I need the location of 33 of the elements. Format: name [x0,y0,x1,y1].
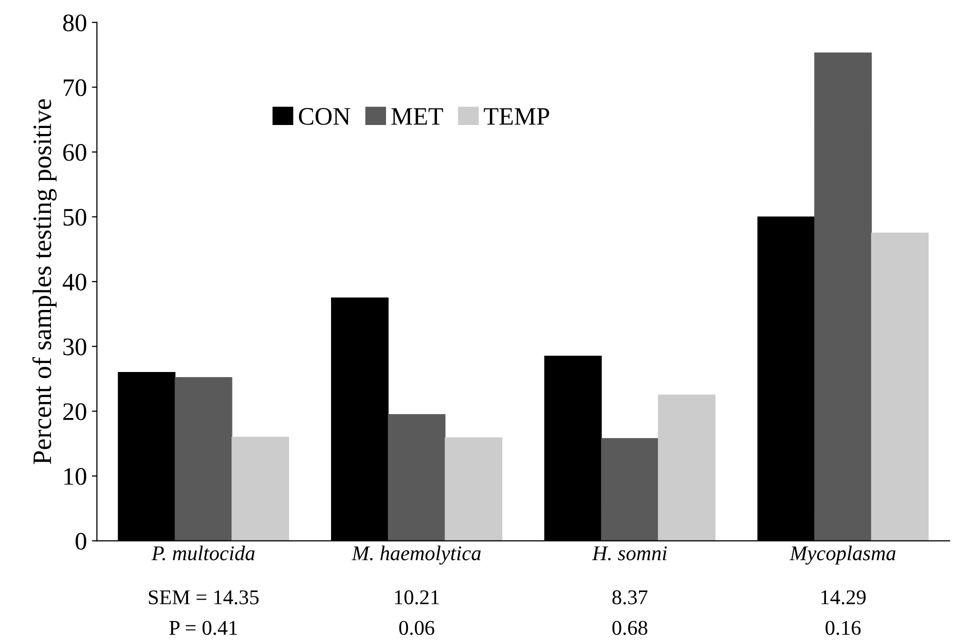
text: 14.29 [821,590,866,604]
y-tick-label: 50 [64,208,86,226]
text: 0.16 [826,620,861,635]
text: 10.21 [395,590,439,604]
y-tick-label: 20 [63,403,86,420]
x-tick-label: P. multocida [151,546,255,560]
y-tick-label: 40 [62,274,86,291]
bar [658,394,716,541]
x-tick-label: Mycoplasma [790,546,896,565]
bar [871,232,929,541]
y-axis-title: Percent of samples testing positive [32,99,57,464]
bar [232,436,290,541]
y-tick-label: 70 [64,79,86,96]
legend-label: MET [391,108,444,125]
y-tick-label: 60 [63,144,86,161]
text: P = 0.41 [169,620,237,635]
x-tick-label: M. haemolytica [352,546,481,565]
text: SEM = 14.35 [148,590,259,604]
bar [814,52,872,541]
legend-label: CON [298,108,350,125]
bar [388,414,446,541]
bar [174,377,232,541]
y-tick-label: 80 [63,14,86,32]
text: 0.06 [399,620,434,635]
x-tick-label: H. somni [592,546,667,560]
text: 8.37 [612,590,648,604]
y-tick-label: 30 [63,338,86,356]
text: 0.68 [612,620,648,635]
bar [444,437,502,541]
bar [601,438,659,541]
legend-label: TEMP [484,108,550,125]
y-tick-label: 10 [64,468,86,485]
y-tick-label: 0 [76,532,86,550]
